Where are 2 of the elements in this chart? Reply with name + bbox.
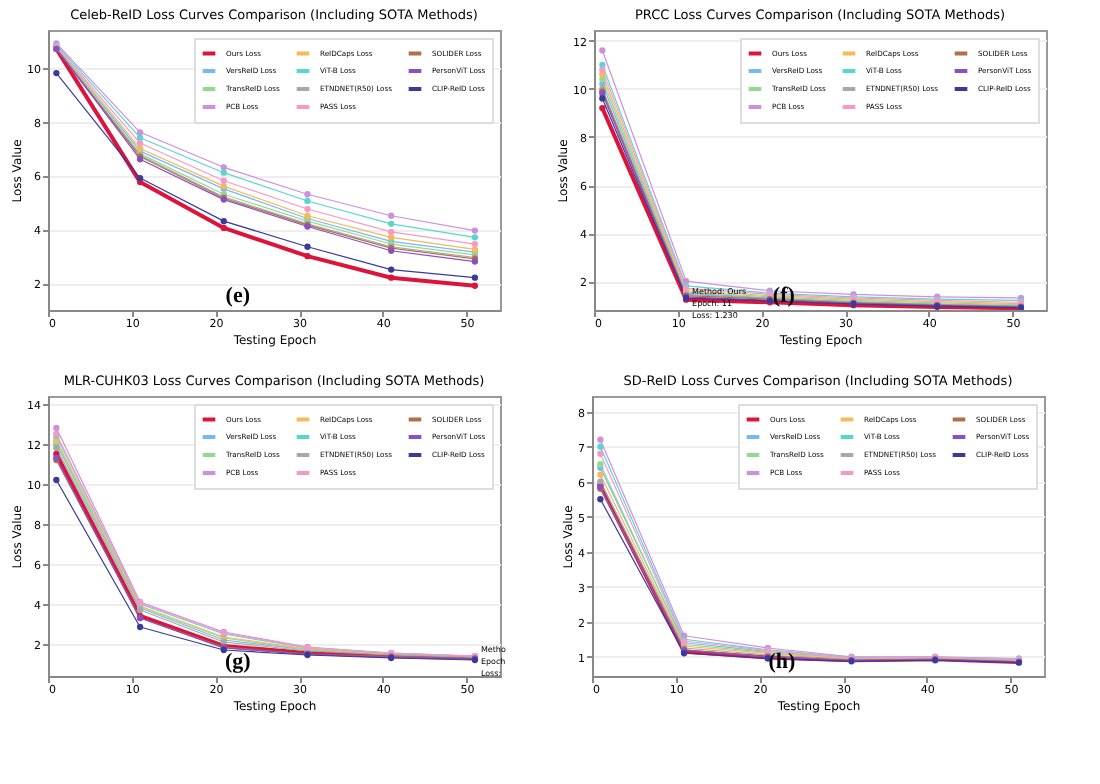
annotation: (g) [225, 650, 252, 674]
annotation: (e) [225, 284, 251, 308]
